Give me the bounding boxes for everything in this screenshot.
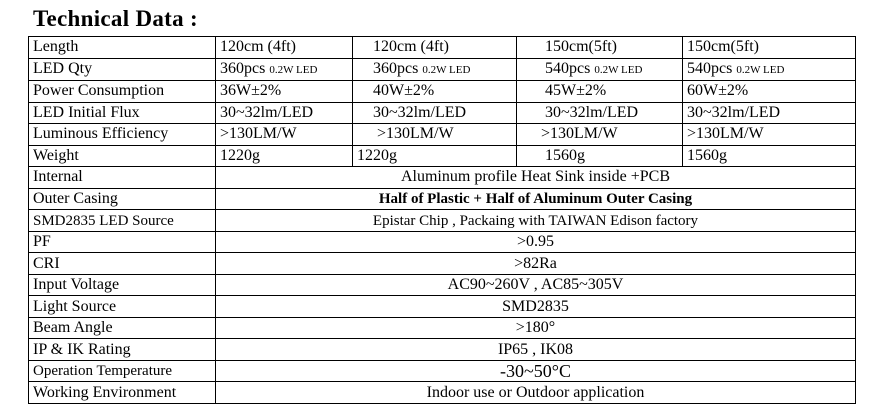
table-row: Internal Aluminum profile Heat Sink insi…	[28, 166, 856, 189]
table-row: Power Consumption 36W±2% 40W±2% 45W±2% 6…	[28, 80, 856, 103]
led-count: 360pcs	[220, 59, 266, 77]
cell-value: >130LM/W	[215, 123, 353, 146]
table-row: LED Initial Flux 30~32lm/LED 30~32lm/LED…	[28, 101, 856, 125]
row-label: Length	[28, 36, 216, 59]
row-label: Luminous Efficiency	[28, 123, 216, 146]
cell-value: 1560g	[516, 144, 683, 168]
cell-value: 1560g	[682, 144, 856, 168]
cell-value: >130LM/W	[352, 123, 517, 146]
table-row: Beam Angle >180°	[28, 316, 856, 340]
row-label: Input Voltage	[28, 273, 216, 297]
cell-value: 360pcs 0.2W LED	[352, 57, 517, 82]
cell-value: 150cm(5ft)	[682, 36, 856, 59]
row-label: Beam Angle	[28, 316, 216, 340]
cell-value: Epistar Chip , Packaing with TAIWAN Edis…	[215, 209, 856, 232]
cell-value: 40W±2%	[352, 80, 517, 103]
table-row: Length 120cm (4ft) 120cm (4ft) 150cm(5ft…	[28, 36, 856, 59]
cell-value: 1220g	[352, 144, 517, 168]
row-label: Operation Temperature	[28, 359, 216, 383]
cell-value: -30~50°C	[215, 359, 856, 383]
led-note: 0.2W LED	[594, 63, 643, 76]
cell-value: Indoor use or Outdoor application	[215, 381, 856, 404]
row-label: Working Environment	[28, 381, 216, 404]
cell-value: >130LM/W	[516, 123, 683, 146]
table-row: Operation Temperature -30~50°C	[28, 359, 856, 383]
cell-value: >0.95	[215, 230, 856, 254]
row-label: CRI	[28, 252, 216, 275]
cell-value: 540pcs 0.2W LED	[682, 57, 856, 82]
cell-value: 360pcs 0.2W LED	[215, 57, 353, 82]
cell-value: 30~32lm/LED	[352, 101, 517, 125]
cell-value: SMD2835	[215, 295, 856, 318]
row-label: IP & IK Rating	[28, 338, 216, 361]
led-count: 360pcs	[373, 59, 419, 77]
cell-value: >180°	[215, 316, 856, 340]
cell-value: 30~32lm/LED	[215, 101, 353, 125]
cell-value: 30~32lm/LED	[682, 101, 856, 125]
cell-value: 60W±2%	[682, 80, 856, 103]
table-row: Input Voltage AC90~260V , AC85~305V	[28, 273, 856, 297]
cell-value: 120cm (4ft)	[215, 36, 353, 59]
table-row: Weight 1220g 1220g 1560g 1560g	[28, 144, 856, 168]
cell-value: 150cm(5ft)	[516, 36, 683, 59]
cell-value: 540pcs 0.2W LED	[516, 57, 683, 82]
led-count: 540pcs	[687, 59, 733, 77]
table-row: LED Qty 360pcs 0.2W LED 360pcs 0.2W LED …	[28, 57, 856, 82]
cell-value: 1220g	[215, 144, 353, 168]
row-label: Outer Casing	[28, 187, 216, 211]
page-title: Technical Data :	[33, 6, 198, 31]
cell-value: AC90~260V , AC85~305V	[215, 273, 856, 297]
table-row: Light Source SMD2835	[28, 295, 856, 318]
cell-value: >130LM/W	[682, 123, 856, 146]
cell-value: Aluminum profile Heat Sink inside +PCB	[215, 166, 856, 189]
row-label: LED Qty	[28, 57, 216, 82]
row-label: PF	[28, 230, 216, 254]
row-label: Weight	[28, 144, 216, 168]
led-note: 0.2W LED	[422, 63, 471, 76]
table-row: Working Environment Indoor use or Outdoo…	[28, 381, 856, 404]
table-row: Outer Casing Half of Plastic + Half of A…	[28, 187, 856, 211]
cell-value: 120cm (4ft)	[352, 36, 517, 59]
led-count: 540pcs	[545, 59, 591, 77]
table-row: CRI >82Ra	[28, 252, 856, 275]
row-label: Power Consumption	[28, 80, 216, 103]
cell-value: 36W±2%	[215, 80, 353, 103]
technical-data-table: Length 120cm (4ft) 120cm (4ft) 150cm(5ft…	[28, 36, 856, 404]
cell-value: 45W±2%	[516, 80, 683, 103]
cell-value: >82Ra	[215, 252, 856, 275]
row-label: SMD2835 LED Source	[28, 209, 216, 232]
table-row: IP & IK Rating IP65 , IK08	[28, 338, 856, 361]
row-label: LED Initial Flux	[28, 101, 216, 125]
table-row: Luminous Efficiency >130LM/W >130LM/W >1…	[28, 123, 856, 146]
row-label: Internal	[28, 166, 216, 189]
cell-value: Half of Plastic + Half of Aluminum Outer…	[215, 187, 856, 211]
table-row: PF >0.95	[28, 230, 856, 254]
table-row: SMD2835 LED Source Epistar Chip , Packai…	[28, 209, 856, 232]
cell-value: IP65 , IK08	[215, 338, 856, 361]
led-note: 0.2W LED	[736, 63, 785, 76]
row-label: Light Source	[28, 295, 216, 318]
led-note: 0.2W LED	[269, 63, 318, 76]
cell-value: 30~32lm/LED	[516, 101, 683, 125]
